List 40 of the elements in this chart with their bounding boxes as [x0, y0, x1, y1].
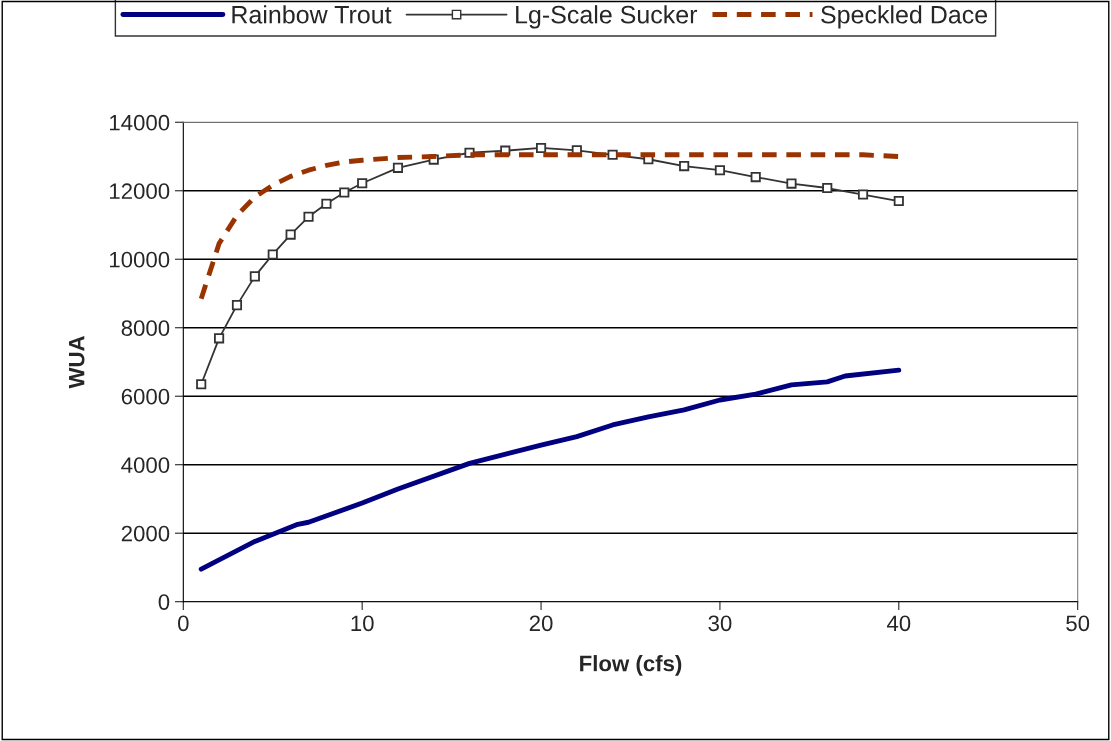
y-tick-label: 12000 [110, 183, 170, 200]
point [267, 249, 278, 260]
point [893, 195, 904, 207]
point [392, 162, 404, 173]
line-series [198, 367, 902, 572]
y-tick-label: 8000 [121, 320, 170, 336]
legend-label: Lg-Scale Sucker [516, 5, 698, 29]
point [214, 333, 225, 344]
point [249, 271, 260, 282]
x-tick-label: 30 [708, 615, 732, 632]
y-tick-label: 10000 [110, 251, 170, 268]
point [285, 229, 296, 240]
point [535, 142, 547, 154]
y-tick-label: 0 [158, 594, 170, 610]
legend-label: Rainbow Trout [232, 5, 392, 24]
x-axis-title: Flow (cfs) [580, 655, 682, 676]
y-tick-label: 4000 [121, 457, 170, 473]
point [750, 171, 761, 183]
point [339, 187, 350, 198]
point [303, 211, 314, 222]
point [607, 149, 618, 160]
x-tick-label: 20 [529, 615, 553, 632]
point [231, 300, 243, 311]
point [679, 161, 690, 172]
x-tick-label: 0 [178, 615, 189, 632]
y-tick-label: 14000 [110, 114, 170, 131]
point [857, 189, 869, 200]
point [714, 165, 725, 176]
point [357, 178, 368, 189]
x-tick-label: 50 [1066, 615, 1090, 632]
x-tick-label: 10 [351, 615, 374, 632]
point [196, 379, 207, 390]
y-tick-label: 6000 [121, 388, 170, 405]
point [822, 182, 833, 194]
legend-label: Speckled Dace [821, 5, 988, 29]
y-tick-label: 2000 [121, 525, 170, 542]
x-tick-label: 40 [886, 615, 911, 632]
y-axis-title: WUA [68, 336, 85, 389]
point [321, 198, 332, 209]
point [786, 178, 797, 189]
